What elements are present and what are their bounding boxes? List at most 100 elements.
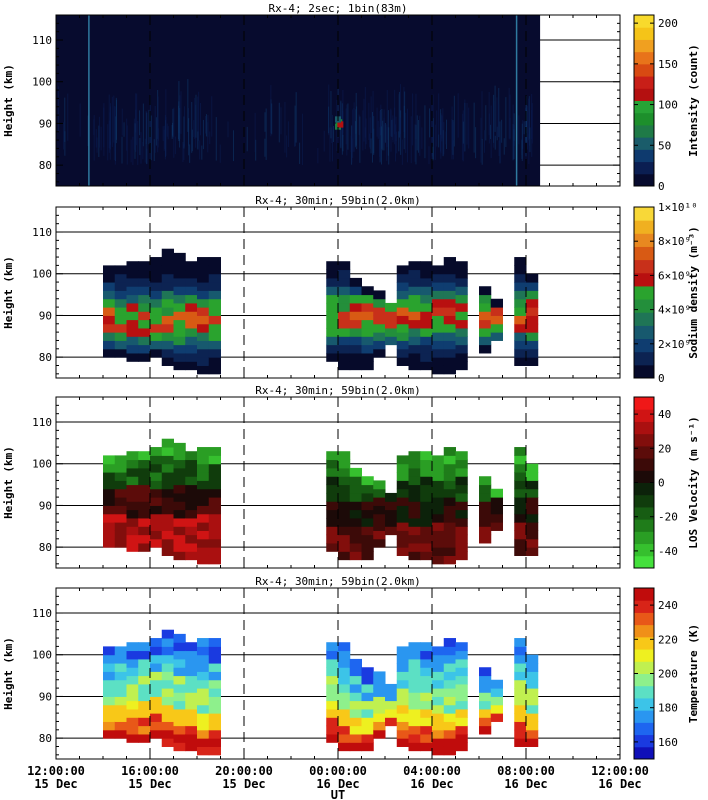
heatmap-cell: [197, 315, 210, 325]
heatmap-cell: [138, 459, 151, 469]
heatmap-cell: [490, 679, 503, 689]
intensity-streak: [271, 103, 273, 135]
heatmap-cell: [126, 692, 139, 702]
heatmap-cell: [173, 667, 186, 677]
heatmap-cell: [396, 671, 409, 681]
heatmap-cell: [185, 344, 198, 354]
heatmap-cell: [455, 517, 468, 527]
heatmap-cell: [455, 269, 468, 279]
intensity-streak: [110, 103, 112, 145]
heatmap-cell: [114, 323, 127, 333]
heatmap-cell: [455, 501, 468, 511]
heatmap-cell: [385, 692, 398, 702]
heatmap-cell: [443, 513, 456, 523]
heatmap-cell: [373, 497, 386, 506]
heatmap-cell: [173, 551, 186, 561]
heatmap-cell: [185, 476, 198, 486]
heatmap-cell: [208, 538, 221, 548]
heatmap-cell: [197, 663, 210, 672]
heatmap-cell: [338, 658, 351, 668]
heatmap-cell: [408, 551, 421, 561]
heatmap-cell: [126, 650, 139, 660]
heatmap-cell: [455, 667, 468, 677]
heatmap-cell: [361, 717, 374, 727]
heatmap-cell: [455, 733, 468, 743]
heatmap-cell: [361, 327, 374, 337]
heatmap-cell: [114, 530, 127, 540]
heatmap-cell: [526, 704, 539, 714]
heatmap-cell: [208, 646, 221, 656]
heatmap-cell: [443, 257, 456, 266]
heatmap-cell: [126, 327, 139, 337]
heatmap-cell: [526, 688, 539, 697]
heatmap-cell: [361, 667, 374, 677]
panel-title: Rx-4; 30min; 59bin(2.0km): [255, 384, 421, 397]
intensity-streak: [468, 107, 470, 149]
intensity-streak: [351, 126, 353, 163]
heatmap-cell: [103, 679, 116, 689]
heatmap-cell: [326, 517, 339, 527]
heatmap-cell: [479, 725, 492, 735]
intensity-streak: [451, 118, 453, 160]
heatmap-cell: [420, 683, 433, 693]
heatmap-cell: [338, 551, 351, 561]
heatmap-cell: [526, 273, 539, 283]
heatmap-cell: [173, 277, 186, 287]
heatmap-cell: [185, 459, 198, 469]
colorbar: 0 2×10⁹ 4×10⁹ 6×10⁹ 8×10⁹ 1×10¹⁰ Sodium densit…: [633, 201, 700, 385]
heatmap-cell: [185, 708, 198, 718]
heatmap-cell: [173, 492, 186, 502]
heatmap-cell: [420, 294, 433, 304]
heatmap-cell: [479, 492, 492, 502]
heatmap-cell: [396, 696, 409, 706]
intensity-streak: [171, 124, 173, 140]
heatmap-cell: [514, 488, 527, 498]
heatmap-cell: [197, 282, 210, 291]
intensity-streak: [299, 142, 301, 164]
heatmap-cell: [490, 513, 503, 523]
heatmap-cell: [126, 277, 139, 287]
heatmap-cell: [126, 336, 139, 346]
heatmap-cell: [126, 286, 139, 296]
heatmap-cell: [208, 513, 221, 523]
intensity-streak: [513, 113, 515, 141]
heatmap-cell: [197, 455, 210, 465]
heatmap-cell: [408, 352, 421, 362]
heatmap-cell: [455, 692, 468, 702]
intensity-streak: [207, 122, 209, 153]
intensity-streak: [521, 140, 523, 159]
heatmap-cell: [420, 733, 433, 743]
heatmap-cell: [455, 700, 468, 710]
heatmap-cell: [208, 447, 221, 456]
intensity-streak: [191, 129, 193, 152]
heatmap-cell: [114, 696, 127, 706]
intensity-streak: [64, 97, 66, 142]
intensity-streak: [494, 85, 496, 132]
intensity-streak: [352, 109, 354, 158]
xtick-time-label: 20:00:00: [215, 764, 273, 778]
intensity-streak: [254, 112, 256, 153]
heatmap-cell: [373, 704, 386, 714]
heatmap-cell: [126, 344, 139, 354]
heatmap-cell: [126, 294, 139, 304]
heatmap-cell: [479, 476, 492, 486]
heatmap-cell: [455, 286, 468, 296]
colorbar-segment: [634, 51, 654, 65]
heatmap-cell: [161, 357, 174, 366]
heatmap-cell: [408, 361, 421, 371]
heatmap-cell: [526, 488, 539, 498]
heatmap-cell: [208, 638, 221, 647]
heatmap-cell: [150, 290, 163, 300]
heatmap-cell: [396, 721, 409, 731]
heatmap-cell: [197, 688, 210, 697]
heatmap-cell: [185, 542, 198, 552]
intensity-streak: [332, 115, 334, 162]
heatmap-cell: [432, 273, 445, 283]
heatmap-cell: [126, 269, 139, 279]
colorbar-segment: [634, 246, 654, 261]
heatmap-cell: [514, 513, 527, 523]
heatmap-cell: [420, 286, 433, 296]
heatmap-cell: [338, 683, 351, 693]
intensity-streak: [394, 89, 396, 135]
heatmap-cell: [385, 717, 398, 727]
